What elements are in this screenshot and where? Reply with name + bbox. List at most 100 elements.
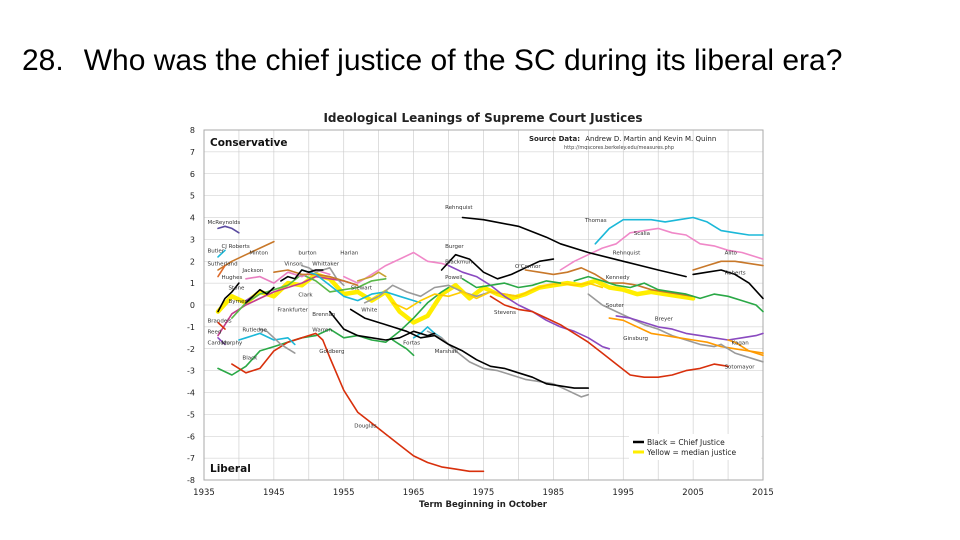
source-authors: Andrew D. Martin and Kevin M. Quinn [585,135,716,143]
y-tick-label: 0 [190,301,195,310]
x-tick-label: 2005 [682,488,704,498]
justice-label: Clark [298,292,313,298]
x-tick-label: 1935 [193,488,215,498]
x-tick-label: 2015 [752,488,774,498]
legend: Black = Chief Justice Yellow = median ju… [629,434,761,460]
y-tick-label: 1 [190,279,195,288]
legend-box [629,434,761,460]
series-line-cardozo [217,336,226,346]
slide-title: 28. Who was the chief justice of the SC d… [22,44,842,78]
series-line-white [391,282,604,311]
justice-label: Frankfurter [277,308,308,314]
justice-label: Rehnquist [613,251,641,257]
axis-ticks: 8 7 6 5 4 3 2 1 0 -1 -2 -3 -4 -5 -6 -7 -8 1935 1945 1955 196… [187,126,774,498]
question-number: 28. [22,44,64,77]
justice-label: Jackson [241,268,263,274]
source-label: Source Data: Andrew D. Martin and Kevin … [529,135,716,143]
justice-label: Brennan [312,312,336,318]
series-line-goldberg [391,339,415,357]
series-line-whittaker [356,271,387,282]
x-axis-label: Term Beginning in October [419,500,548,510]
justice-label: Byrnes [228,299,247,305]
series-lines [215,216,764,473]
justice-label: Kennedy [606,275,631,281]
justice-label: Hughes [221,275,242,281]
justice-label: Souter [606,303,625,309]
liberal-label: Liberal [210,463,251,475]
series-line-stevens [489,295,729,379]
series-line-hughes [217,282,240,313]
series-line-sutherland [217,264,226,278]
justice-label: Sutherland [207,262,237,268]
series-line-breyer [615,315,764,341]
x-tick-label: 1995 [612,488,634,498]
y-tick-label: -6 [187,432,195,441]
series-line-scalia [559,227,764,271]
justice-label: Powell [445,275,463,281]
series-line-cj-roberts [217,240,275,271]
legend-text-chief: Black = Chief Justice [647,438,725,447]
justice-label: White [361,308,378,314]
justice-label: Warren [312,327,332,333]
plot-border [203,129,764,481]
justice-label: Minton [249,251,268,257]
justice-label: Stevens [494,310,516,316]
x-tick-label: 1945 [263,488,285,498]
question-text: Who was the chief justice of the SC duri… [83,44,843,77]
series-line-souter [587,293,722,348]
series-line-powell [461,277,562,289]
y-tick-label: -1 [187,323,195,332]
justice-label: Kagan [732,340,750,346]
series-line-kennedy [573,275,764,313]
y-tick-label: 8 [190,126,195,135]
x-tick-label: 1985 [543,488,565,498]
justice-label: Stewart [351,286,373,292]
y-tick-label: 4 [190,214,195,223]
justice-label: Stone [228,286,244,292]
series-line-roberts [692,269,764,300]
grid [203,129,764,481]
justice-label: Ginsburg [623,336,648,342]
y-tick-label: 7 [190,148,195,157]
series-line-ginsburg [608,317,764,354]
series-line-marshall [426,330,590,398]
series-line-rehnquist [461,216,687,278]
justice-label: Cardozo [207,340,230,346]
conservative-label: Conservative [210,137,287,149]
series-line-clark [300,269,422,304]
justice-label: Burger [445,244,464,250]
justice-label: Breyer [655,316,674,322]
y-tick-label: 6 [190,170,195,179]
y-tick-label: -4 [187,389,195,398]
x-tick-label: 1975 [473,488,495,498]
series-line-alito [692,260,764,271]
series-line-vinson [280,269,324,282]
justice-label: Marshall [435,349,459,355]
series-line-stone [245,286,275,304]
justice-label: Fortas [403,340,420,346]
legend-text-median: Yellow = median justice [646,448,737,457]
y-tick-label: -2 [187,345,195,354]
justice-label: Butler [207,249,224,255]
justice-label: Douglas [354,424,376,430]
justice-label: Rehnquist [445,205,473,211]
justice-label: Alito [725,251,738,257]
series-line-harlan [342,251,450,284]
series-line-sotomayor [720,343,764,363]
series-line-frankfurter [231,273,387,319]
justice-label: O'Connor [515,264,541,270]
justice-label: Vinson [284,262,303,268]
y-tick-label: 3 [190,235,195,244]
series-line-median [215,272,696,325]
justice-label: Roberts [725,270,746,276]
justice-label: Goldberg [319,349,344,355]
series-line-douglas [231,332,485,473]
justice-label: Brandeis [207,319,231,325]
x-tick-label: 1955 [333,488,355,498]
series-line-murphy [238,332,296,346]
y-tick-label: 5 [190,192,195,201]
source-url: http://mqscores.berkeley.edu/measures.ph… [564,145,674,151]
y-tick-label: 2 [190,257,195,266]
